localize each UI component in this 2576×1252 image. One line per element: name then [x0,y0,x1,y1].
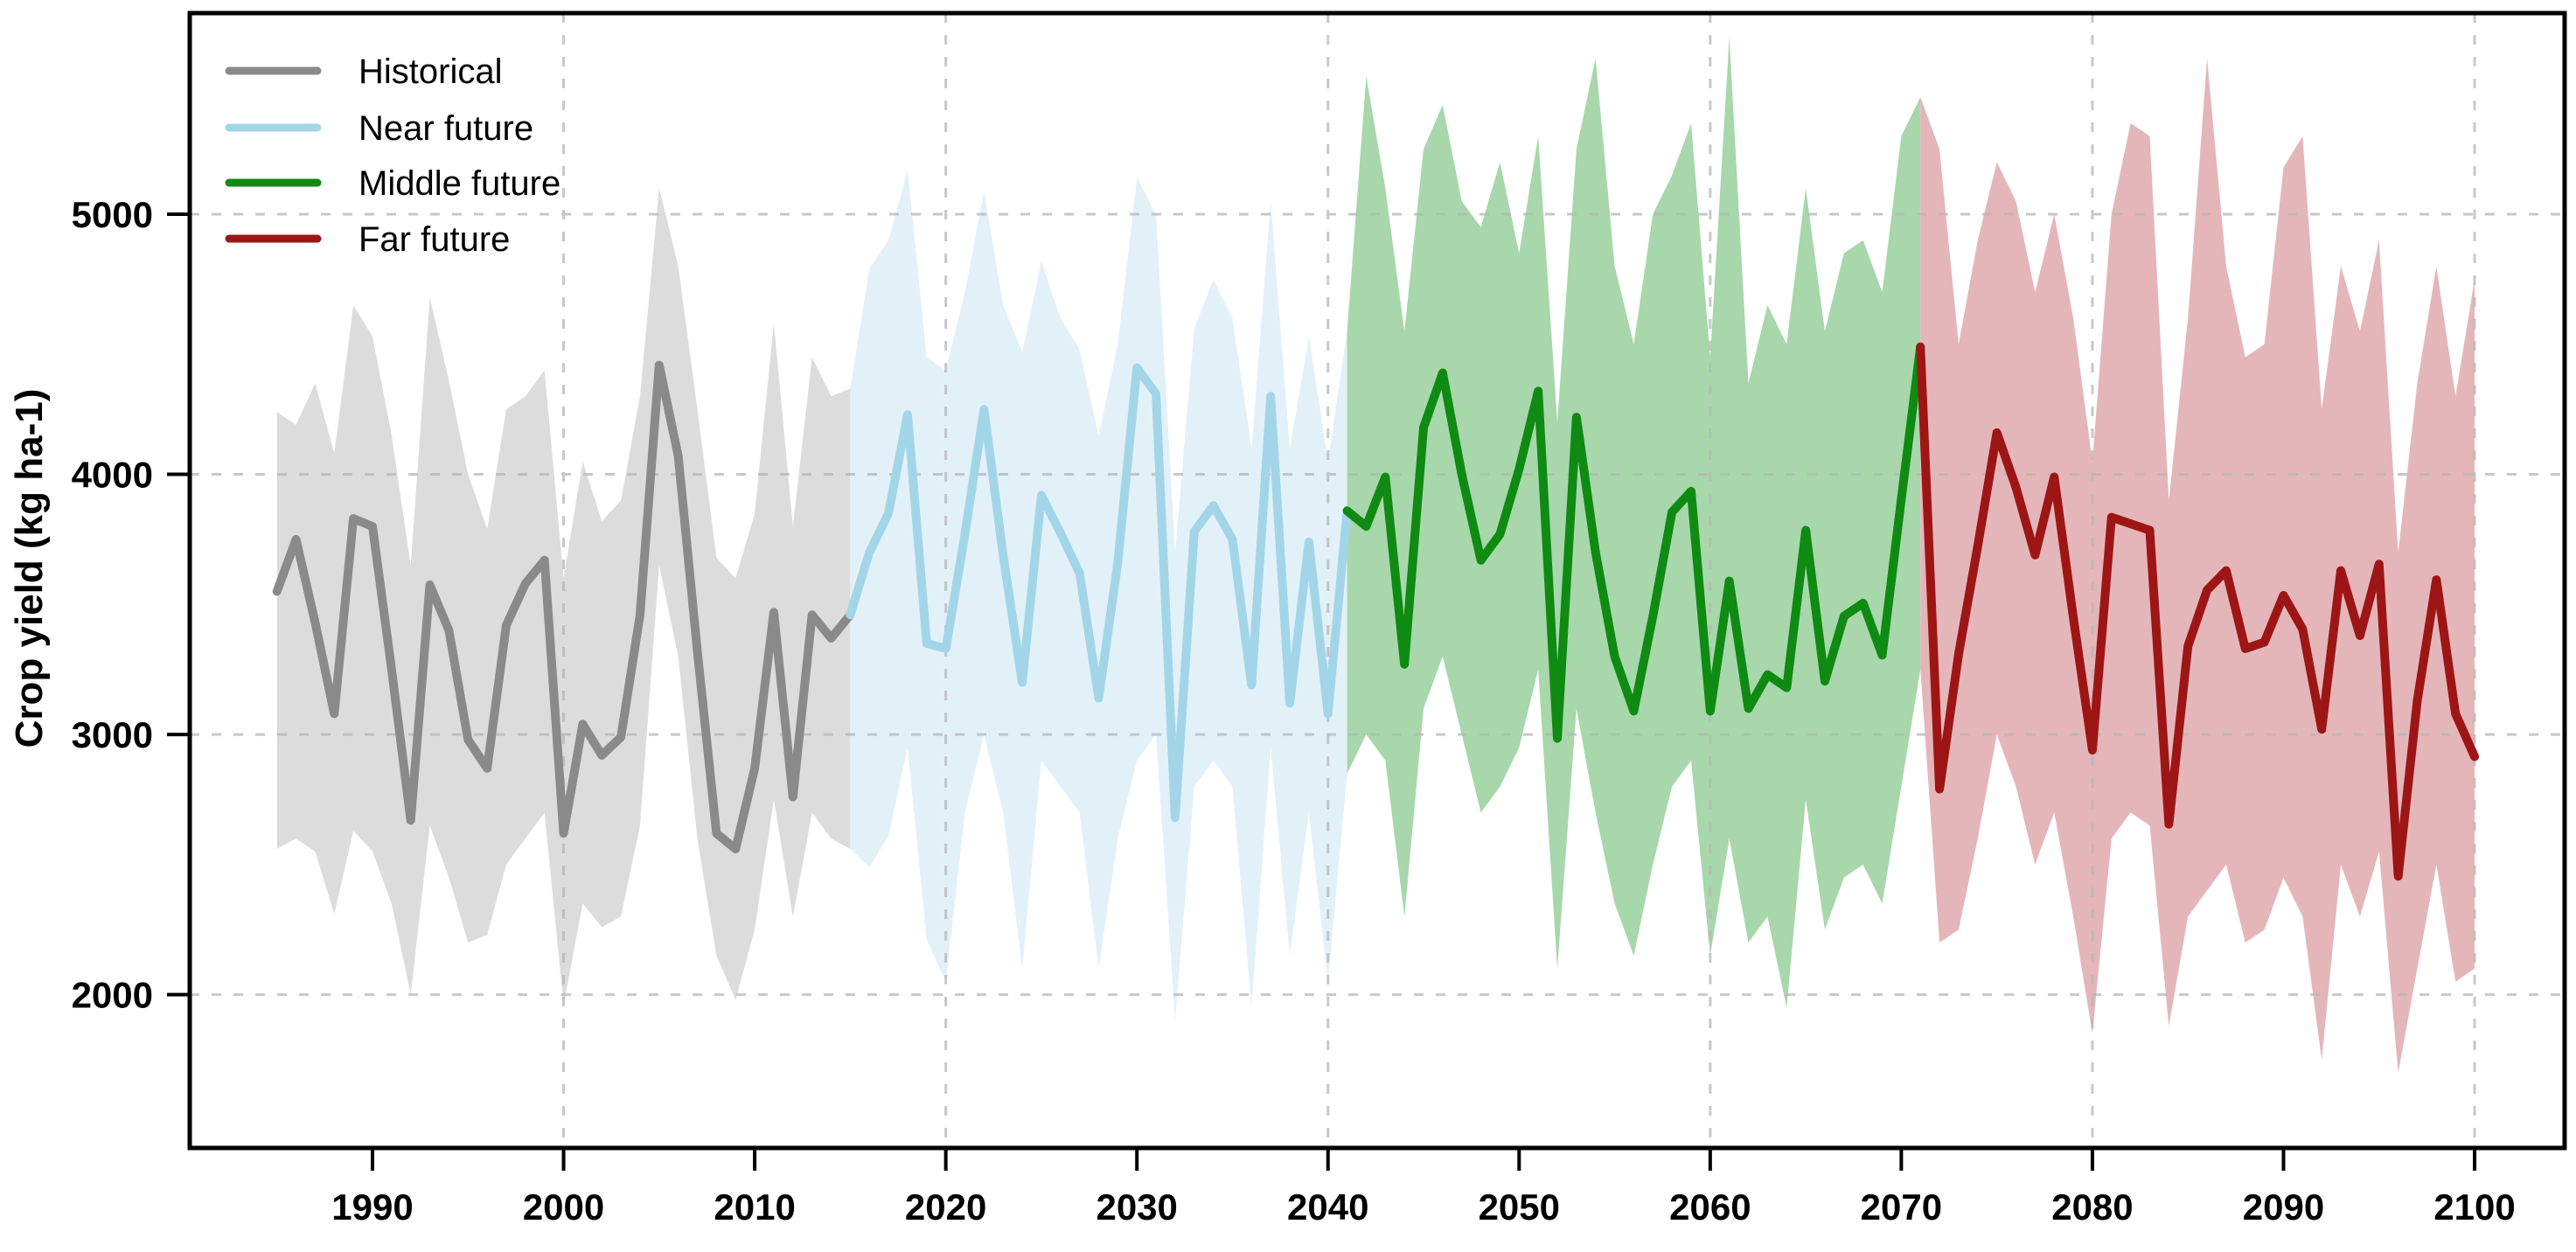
y-tick-label-5000: 5000 [72,194,153,235]
x-tick-label-2060: 2060 [1669,1186,1751,1228]
band-historical [276,188,851,1005]
series-lines [272,342,2480,881]
x-tick-label-2050: 2050 [1479,1186,1560,1228]
x-tick-label-2100: 2100 [2433,1186,2515,1228]
axes: 1990 2000 2010 2020 2030 2040 2050 2060 2070 2080… [72,194,2516,1228]
band-far-future [1920,58,2475,1073]
y-tick-label-2000: 2000 [72,975,153,1016]
line-historical [272,360,855,854]
uncertainty-bands [276,37,2475,1073]
x-tick-label-2080: 2080 [2051,1186,2133,1228]
band-near-future [850,170,1347,1021]
legend-item-far-future: Far future [225,220,510,259]
y-tick-label-4000: 4000 [72,455,153,496]
line-far-future [1916,342,2480,881]
x-tick-label-1990: 1990 [331,1186,413,1228]
legend-label: Historical [359,52,502,91]
legend-label: Near future [359,109,533,148]
x-tick-label-2090: 2090 [2243,1186,2324,1228]
x-tick-label-2040: 2040 [1287,1186,1368,1228]
y-axis-title: Crop yield (kg ha-1) [8,389,51,748]
legend: Historical Near future Middle future Far fu… [225,52,560,259]
legend-label: Middle future [359,164,560,203]
y-tick-label-3000: 3000 [72,714,153,755]
legend-item-middle-future: Middle future [225,164,560,203]
legend-label: Far future [359,220,510,259]
line-near-future [846,363,1352,823]
line-middle-future [1342,342,1925,743]
x-tick-label-2000: 2000 [523,1186,604,1228]
legend-item-near-future: Near future [225,109,533,148]
x-tick-label-2030: 2030 [1096,1186,1177,1228]
x-tick-label-2010: 2010 [714,1186,795,1228]
plot-area [190,13,2565,1148]
legend-item-historical: Historical [225,52,502,91]
band-middle-future [1347,37,1921,1008]
plot-frame [187,10,2567,1151]
x-tick-label-2070: 2070 [1861,1186,1942,1228]
x-tick-label-2020: 2020 [905,1186,986,1228]
